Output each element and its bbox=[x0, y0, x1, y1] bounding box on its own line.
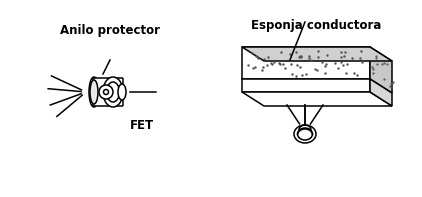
FancyBboxPatch shape bbox=[93, 78, 123, 106]
Circle shape bbox=[99, 85, 113, 99]
Ellipse shape bbox=[298, 128, 313, 140]
Ellipse shape bbox=[118, 84, 126, 100]
Text: Esponja conductora: Esponja conductora bbox=[251, 19, 381, 32]
Polygon shape bbox=[370, 47, 392, 93]
Polygon shape bbox=[242, 47, 370, 79]
Text: FET: FET bbox=[293, 91, 317, 104]
Circle shape bbox=[103, 89, 108, 95]
Polygon shape bbox=[242, 79, 370, 92]
Ellipse shape bbox=[90, 80, 98, 104]
Ellipse shape bbox=[294, 125, 316, 143]
Ellipse shape bbox=[103, 77, 123, 107]
Text: Anilo protector: Anilo protector bbox=[60, 24, 160, 37]
Text: FET: FET bbox=[130, 119, 154, 132]
Polygon shape bbox=[242, 47, 392, 61]
Polygon shape bbox=[370, 79, 392, 106]
Ellipse shape bbox=[106, 82, 119, 102]
Ellipse shape bbox=[89, 77, 99, 107]
Polygon shape bbox=[242, 92, 392, 106]
